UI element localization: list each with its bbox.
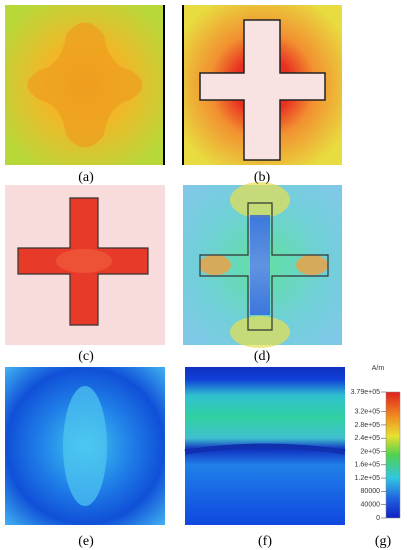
tick-label: 1.2e+05 [355, 475, 381, 482]
panel-c [5, 185, 165, 345]
panel-label: (c) [78, 349, 94, 364]
panel-e [5, 367, 165, 525]
tick-label: 2.4e+05 [355, 435, 381, 442]
tick-label: 0 [376, 515, 380, 522]
tick-label: 3.2e+05 [355, 408, 381, 415]
panel-b [182, 5, 342, 165]
panel-label: (g) [375, 534, 392, 549]
panel-label: (a) [78, 170, 94, 185]
tick-label: 40000 [361, 502, 381, 509]
colorbar: A/m 3.79e+05 3.2e+05 2.8e+05 2.4e+05 2e+05 1.… [351, 365, 401, 522]
tick-label: 80000 [361, 488, 381, 495]
panel-label: (f) [258, 534, 272, 549]
tick-label: 2.8e+05 [355, 422, 381, 429]
tick-label: 1.6e+05 [355, 462, 381, 469]
panel-label: (e) [78, 534, 94, 549]
tick-label: 3.79e+05 [351, 389, 380, 396]
tick-label: 2e+05 [360, 448, 380, 455]
colorbar-unit: A/m [372, 365, 385, 372]
panel-label: (d) [254, 349, 271, 364]
panel-label: (b) [254, 170, 271, 185]
panel-f [184, 367, 346, 525]
panel-d [183, 182, 342, 348]
panel-a [5, 5, 165, 165]
